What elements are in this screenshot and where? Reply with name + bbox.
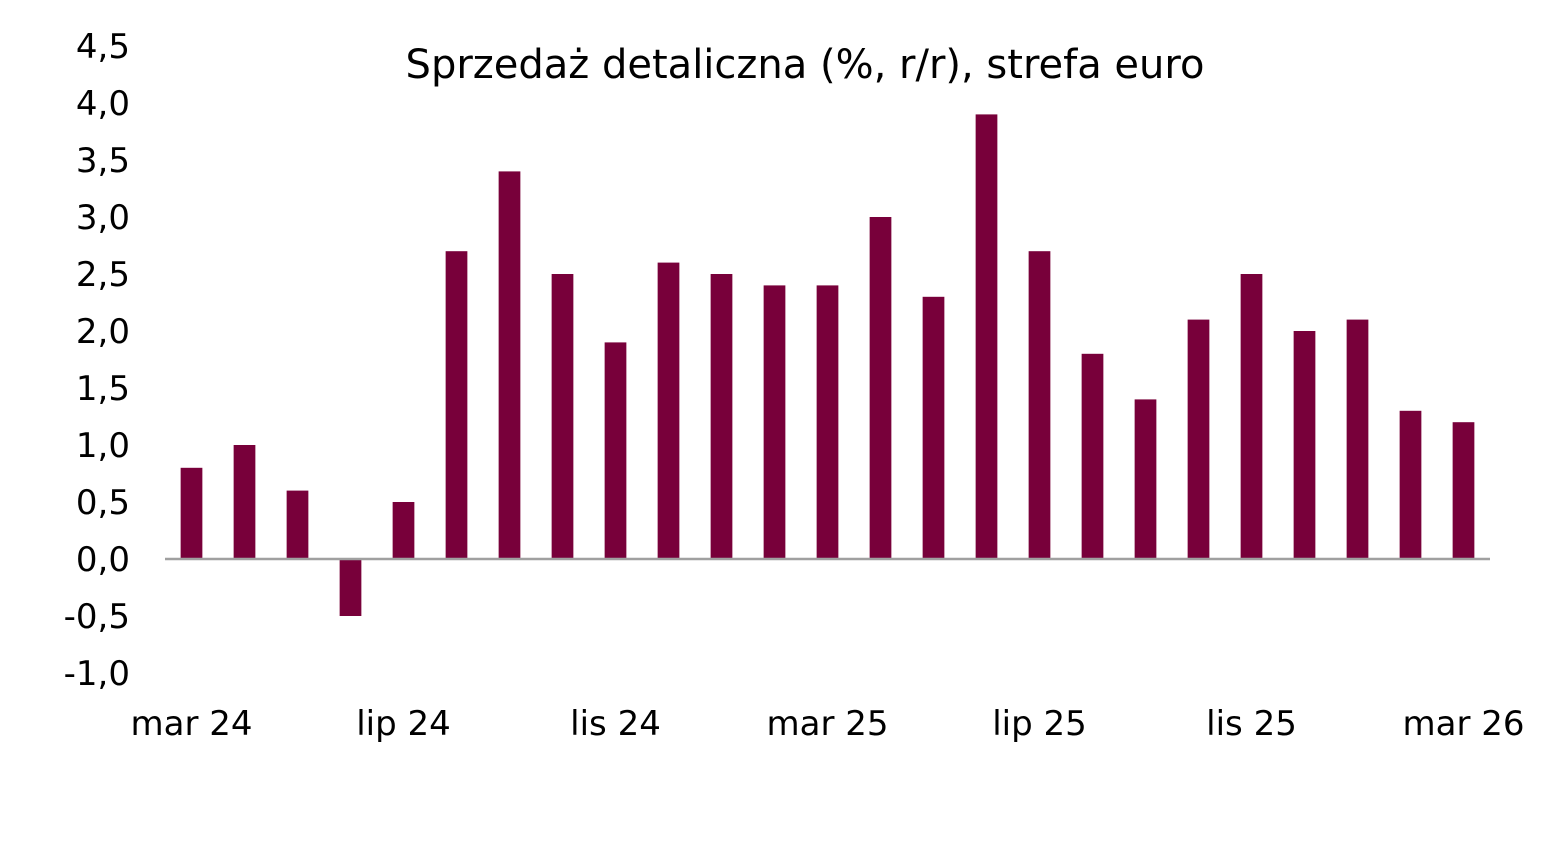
bar-lut-26 xyxy=(1399,410,1422,559)
bar-mar-25 xyxy=(816,285,839,559)
y-tick-label: 1,0 xyxy=(76,426,130,466)
bar-lip-24 xyxy=(392,502,415,559)
y-tick-label: -0,5 xyxy=(64,597,130,637)
y-tick-label: 2,0 xyxy=(76,312,130,352)
x-tick-label: mar 25 xyxy=(766,704,888,744)
bar-lip-25 xyxy=(1028,251,1051,559)
bar-lis-25 xyxy=(1240,274,1263,559)
bar-wrz-24 xyxy=(498,171,521,559)
y-tick-label: 2,5 xyxy=(76,255,130,295)
y-tick-label: -1,0 xyxy=(64,654,130,694)
y-axis-ticks: -1,0 -0,5 0,0 0,5 1,0 1,5 2,0 2,5 3,0 3,5 4,0 4,5 xyxy=(64,27,130,694)
bar-maj-24 xyxy=(286,490,309,559)
bar-mar-26 xyxy=(1452,422,1475,559)
bar-gru-25 xyxy=(1293,331,1316,559)
y-tick-label: 0,0 xyxy=(76,540,130,580)
x-tick-label: lis 25 xyxy=(1206,704,1297,744)
y-tick-label: 3,0 xyxy=(76,198,130,238)
y-tick-label: 0,5 xyxy=(76,483,130,523)
bar-sty-26 xyxy=(1346,319,1369,559)
bar-cze-24 xyxy=(339,559,362,616)
bar-paź-25 xyxy=(1187,319,1210,559)
y-tick-label: 1,5 xyxy=(76,369,130,409)
x-tick-label: lis 24 xyxy=(570,704,661,744)
bars-group xyxy=(180,114,1475,616)
x-tick-label: mar 26 xyxy=(1402,704,1524,744)
bar-maj-25 xyxy=(922,296,945,559)
bar-mar-24 xyxy=(180,467,203,559)
bar-sie-24 xyxy=(445,251,468,559)
bar-cze-25 xyxy=(975,114,998,560)
bar-kwi-24 xyxy=(233,445,256,559)
bar-kwi-25 xyxy=(869,217,892,559)
bar-paź-24 xyxy=(551,274,574,559)
bar-lut-25 xyxy=(763,285,786,559)
x-tick-label: lip 25 xyxy=(992,704,1087,744)
chart-title: Sprzedaż detaliczna (%, r/r), strefa eur… xyxy=(406,42,1205,88)
bar-gru-24 xyxy=(657,262,680,559)
y-tick-label: 3,5 xyxy=(76,141,130,181)
bar-wrz-25 xyxy=(1134,399,1157,559)
x-tick-label: lip 24 xyxy=(356,704,451,744)
x-axis-ticks: mar 24 lip 24 lis 24 mar 25 lip 25 lis 25 mar … xyxy=(130,704,1524,744)
y-tick-label: 4,5 xyxy=(76,27,130,67)
bar-sie-25 xyxy=(1081,353,1104,559)
y-tick-label: 4,0 xyxy=(76,84,130,124)
bar-sty-25 xyxy=(710,274,733,559)
x-tick-label: mar 24 xyxy=(130,704,252,744)
bar-lis-24 xyxy=(604,342,627,559)
